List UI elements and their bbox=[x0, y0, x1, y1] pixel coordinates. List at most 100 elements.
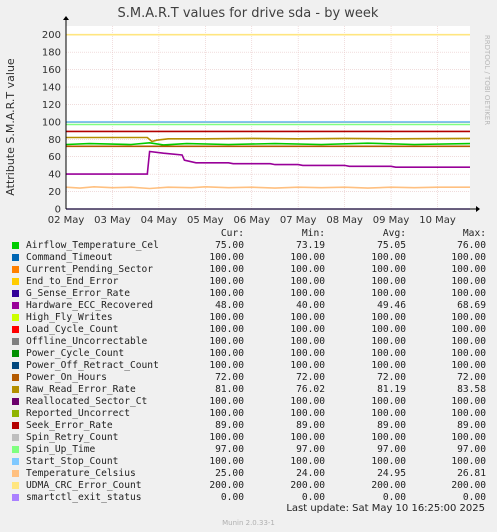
legend-min: 100.00 bbox=[290, 312, 325, 323]
legend-row: Start_Stop_Count 100.00 100.00 100.00 100.00 bbox=[12, 456, 490, 468]
x-tick-label: 04 May bbox=[141, 215, 178, 226]
legend-avg: 100.00 bbox=[371, 432, 406, 443]
legend-swatch bbox=[12, 242, 19, 249]
x-tick-label: 08 May bbox=[326, 215, 363, 226]
y-tick-label: 80 bbox=[48, 135, 61, 146]
legend-max: 100.00 bbox=[451, 276, 486, 287]
legend-avg: 72.00 bbox=[377, 372, 406, 383]
legend-name: Start_Stop_Count bbox=[26, 456, 119, 467]
series-lines bbox=[65, 33, 471, 210]
y-axis-label: Attribute S.M.A.R.T value bbox=[4, 58, 17, 196]
axes bbox=[63, 16, 480, 212]
legend-name: UDMA_CRC_Error_Count bbox=[26, 480, 142, 491]
legend-swatch bbox=[12, 398, 19, 405]
legend-avg: 100.00 bbox=[371, 288, 406, 299]
legend-swatch bbox=[12, 470, 19, 477]
y-tick-labels: 0 20 40 60 80 100 120 140 160 180 200 bbox=[42, 30, 61, 215]
legend-name: High_Fly_Writes bbox=[26, 312, 113, 323]
legend-cur: 0.00 bbox=[220, 492, 244, 503]
legend-max: 100.00 bbox=[451, 264, 486, 275]
legend-swatch bbox=[12, 278, 19, 285]
legend-min: 24.00 bbox=[296, 468, 325, 479]
legend-avg: 100.00 bbox=[371, 396, 406, 407]
plot-area bbox=[66, 26, 470, 209]
legend-min: 100.00 bbox=[290, 264, 325, 275]
legend-row: Load_Cycle_Count 100.00 100.00 100.00 100.00 bbox=[12, 324, 490, 336]
legend-swatch bbox=[12, 458, 19, 465]
legend-row: Power_Cycle_Count 100.00 100.00 100.00 100.0… bbox=[12, 348, 490, 360]
legend-max: 100.00 bbox=[451, 348, 486, 359]
legend-swatch bbox=[12, 338, 19, 345]
legend-min: 97.00 bbox=[296, 444, 325, 455]
y-tick-label: 120 bbox=[42, 100, 61, 111]
legend-cur: 48.00 bbox=[215, 300, 244, 311]
legend-avg: 100.00 bbox=[371, 408, 406, 419]
last-update: Last update: Sat May 10 16:25:00 2025 bbox=[286, 503, 485, 514]
series-line-temperature-celsius bbox=[65, 185, 470, 190]
legend-avg: 100.00 bbox=[371, 252, 406, 263]
legend-swatch bbox=[12, 350, 19, 357]
legend-max: 100.00 bbox=[451, 396, 486, 407]
legend-cur: 100.00 bbox=[209, 276, 244, 287]
legend-swatch bbox=[12, 266, 19, 273]
legend-avg: 100.00 bbox=[371, 324, 406, 335]
legend-min: 100.00 bbox=[290, 360, 325, 371]
legend-min: 100.00 bbox=[290, 396, 325, 407]
legend-cur: 100.00 bbox=[209, 360, 244, 371]
legend-min: 200.00 bbox=[290, 480, 325, 491]
legend-min: 76.02 bbox=[296, 384, 325, 395]
y-axis-arrow bbox=[63, 16, 69, 20]
y-tick-label: 20 bbox=[48, 187, 61, 198]
legend-row: High_Fly_Writes 100.00 100.00 100.00 100.00 bbox=[12, 312, 490, 324]
legend-name: Power_Cycle_Count bbox=[26, 348, 125, 359]
legend-cur: 100.00 bbox=[209, 324, 244, 335]
legend-row: Temperature_Celsius 25.00 24.00 24.95 26.81 bbox=[12, 468, 490, 480]
legend-row: Raw_Read_Error_Rate 81.00 76.02 81.19 83.58 bbox=[12, 384, 490, 396]
legend-name: Hardware_ECC_Recovered bbox=[26, 300, 154, 311]
legend-row: Power_Off_Retract_Count 100.00 100.00 100.0… bbox=[12, 360, 490, 372]
chart-title: S.M.A.R.T values for drive sda - by week bbox=[118, 6, 379, 21]
legend-max: 100.00 bbox=[451, 312, 486, 323]
legend-swatch bbox=[12, 302, 19, 309]
legend-row: Power_On_Hours 72.00 72.00 72.00 72.00 bbox=[12, 372, 490, 384]
y-tick-label: 180 bbox=[42, 48, 61, 59]
legend-min: 72.00 bbox=[296, 372, 325, 383]
legend-max: 100.00 bbox=[451, 324, 486, 335]
legend-swatch bbox=[12, 290, 19, 297]
legend-max: 100.00 bbox=[451, 336, 486, 347]
legend-swatch bbox=[12, 254, 19, 261]
legend-swatch bbox=[12, 362, 19, 369]
legend-min: 100.00 bbox=[290, 252, 325, 263]
legend-swatch bbox=[12, 374, 19, 381]
legend-avg: 89.00 bbox=[377, 420, 406, 431]
chart: S.M.A.R.T values for drive sda - by week… bbox=[4, 6, 491, 226]
legend-cur: 89.00 bbox=[215, 420, 244, 431]
legend-name: Offline_Uncorrectable bbox=[26, 336, 148, 347]
legend-cur: 100.00 bbox=[209, 264, 244, 275]
legend-min: 100.00 bbox=[290, 336, 325, 347]
legend-avg: 100.00 bbox=[371, 264, 406, 275]
legend-row: Airflow_Temperature_Cel 75.00 73.19 75.05 76… bbox=[12, 240, 490, 252]
legend-max: 100.00 bbox=[451, 252, 486, 263]
legend-min: 100.00 bbox=[290, 348, 325, 359]
legend-row: Spin_Up_Time 97.00 97.00 97.00 97.00 bbox=[12, 444, 490, 456]
legend-row: Reported_Uncorrect 100.00 100.00 100.00 100.… bbox=[12, 408, 490, 420]
legend-swatch bbox=[12, 422, 19, 429]
legend-row: Offline_Uncorrectable 100.00 100.00 100.00 1… bbox=[12, 336, 490, 348]
legend-avg: 97.00 bbox=[377, 444, 406, 455]
legend-swatch bbox=[12, 446, 19, 453]
legend-name: Current_Pending_Sector bbox=[26, 264, 154, 275]
x-tick-label: 06 May bbox=[233, 215, 270, 226]
legend-name: Airflow_Temperature_Cel bbox=[26, 240, 159, 251]
legend-name: Command_Timeout bbox=[26, 252, 113, 263]
x-tick-labels: 02 May 03 May 04 May 05 May 06 May 07 May 08 M… bbox=[48, 215, 456, 226]
legend-max: 200.00 bbox=[451, 480, 486, 491]
legend-row: Command_Timeout 100.00 100.00 100.00 100.00 bbox=[12, 252, 490, 264]
x-axis-arrow bbox=[476, 206, 480, 212]
legend-max: 100.00 bbox=[451, 408, 486, 419]
legend-min: 0.00 bbox=[301, 492, 325, 503]
legend-cur: 25.00 bbox=[215, 468, 244, 479]
legend-max: 89.00 bbox=[457, 420, 486, 431]
x-tick-label: 02 May bbox=[48, 215, 85, 226]
legend-max: 100.00 bbox=[451, 456, 486, 467]
